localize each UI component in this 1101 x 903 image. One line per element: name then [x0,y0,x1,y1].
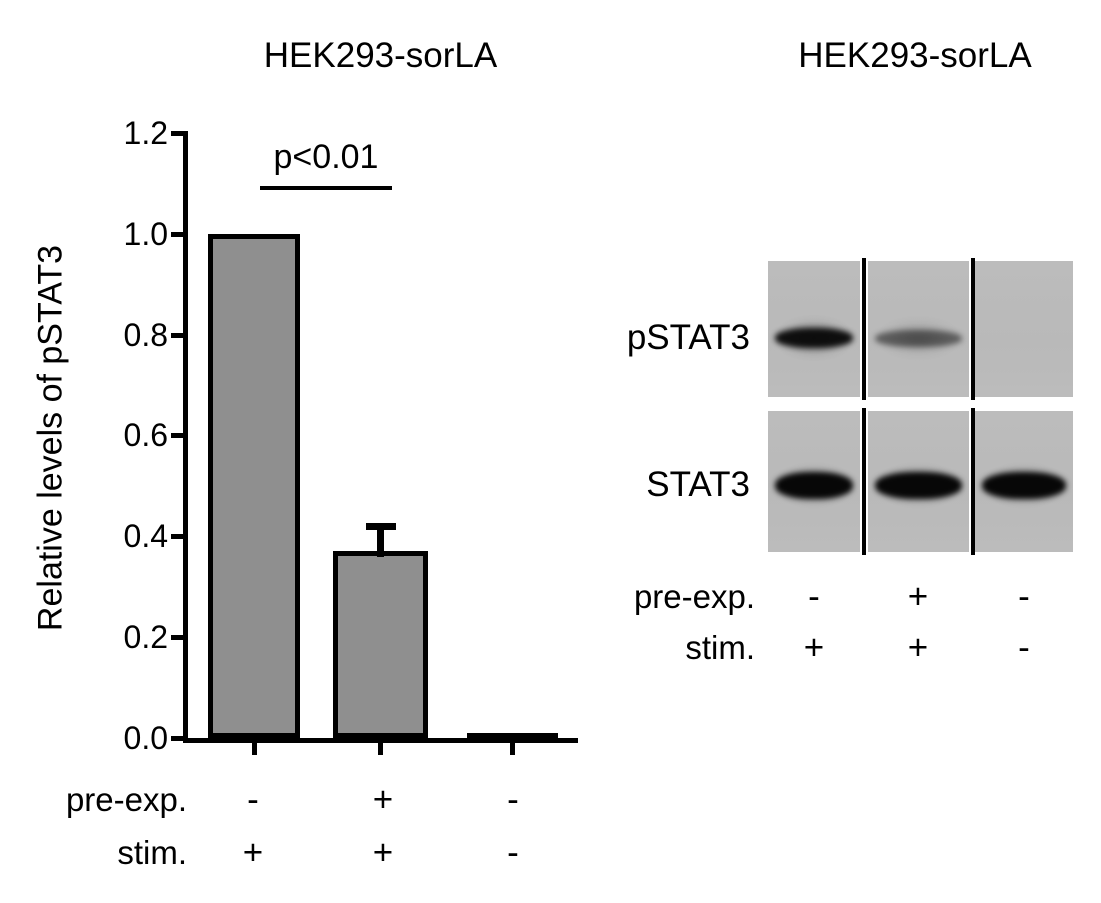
bar [467,733,558,738]
y-axis-tick-label: 1.2 [123,115,168,151]
y-axis-tick [171,534,188,539]
blot-lane [975,261,1073,397]
blot-lane [868,261,969,397]
y-axis-tick-label: 0.6 [123,417,168,453]
left-stim-lane2: + [372,833,394,872]
y-axis-tick [171,232,188,237]
lane-separator-line [971,258,975,400]
blot-label-pSTAT3: pSTAT3 [626,318,750,357]
significance-label: p<0.01 [273,138,379,176]
y-axis-tick-label: 1.0 [123,216,168,252]
bar [208,234,300,738]
lane-separator-line [862,408,866,555]
right-stim-lane2: + [907,628,929,667]
y-axis-tick-label: 0.4 [123,518,168,554]
y-axis-tick [171,433,188,438]
error-bar-cap [365,523,396,530]
y-axis-tick-label: 0.8 [123,317,168,353]
lane-separator-line [971,408,975,555]
left-row-label-pre-exp: pre-exp. [65,781,187,818]
right-pre-exp-lane3: - [1018,577,1030,616]
left-panel-title: HEK293-sorLA [263,36,498,75]
blot-lane [868,411,969,552]
x-axis-tick [510,738,515,755]
lane-separator-line [862,258,866,400]
right-row-label-stim: stim. [685,629,755,666]
protein-band [982,471,1066,499]
plot-area: 0.0 0.2 0.4 0.6 0.8 1.0 1.2 [124,115,578,756]
left-pre-exp-lane3: - [507,780,519,819]
y-axis-tick-label: 0.0 [123,720,168,756]
error-bar-stem [377,526,384,557]
blot-strip-STAT3 [768,408,1073,555]
bar [333,551,428,738]
y-axis-tick-label: 0.2 [123,619,168,655]
protein-band [775,328,853,348]
x-axis-tick [378,738,383,755]
left-row-label-stim: stim. [117,834,187,871]
right-pre-exp-lane1: - [808,577,820,616]
y-axis-tick [171,131,188,136]
right-pre-exp-lane2: + [907,577,929,616]
left-stim-lane1: + [242,833,264,872]
left-stim-lane3: - [507,833,519,872]
right-row-label-pre-exp: pre-exp. [633,578,755,615]
protein-band [875,471,962,499]
left-pre-exp-lane2: + [372,780,394,819]
blot-strip-pSTAT3 [768,258,1073,400]
right-stim-lane3: - [1018,628,1030,667]
significance-bar [260,186,392,190]
y-axis-tick [171,635,188,640]
x-axis-tick [251,738,257,755]
y-axis-tick [171,736,188,741]
left-pre-exp-lane1: - [247,780,259,819]
right-stim-lane1: + [803,628,825,667]
protein-band [775,471,853,499]
right-panel-title: HEK293-sorLA [798,36,1032,75]
blot-lane [768,261,860,397]
protein-band [875,329,962,347]
blot-lane [975,411,1073,552]
y-axis-tick [171,333,188,338]
blot-lane [768,411,860,552]
blot-label-STAT3: STAT3 [646,465,750,504]
